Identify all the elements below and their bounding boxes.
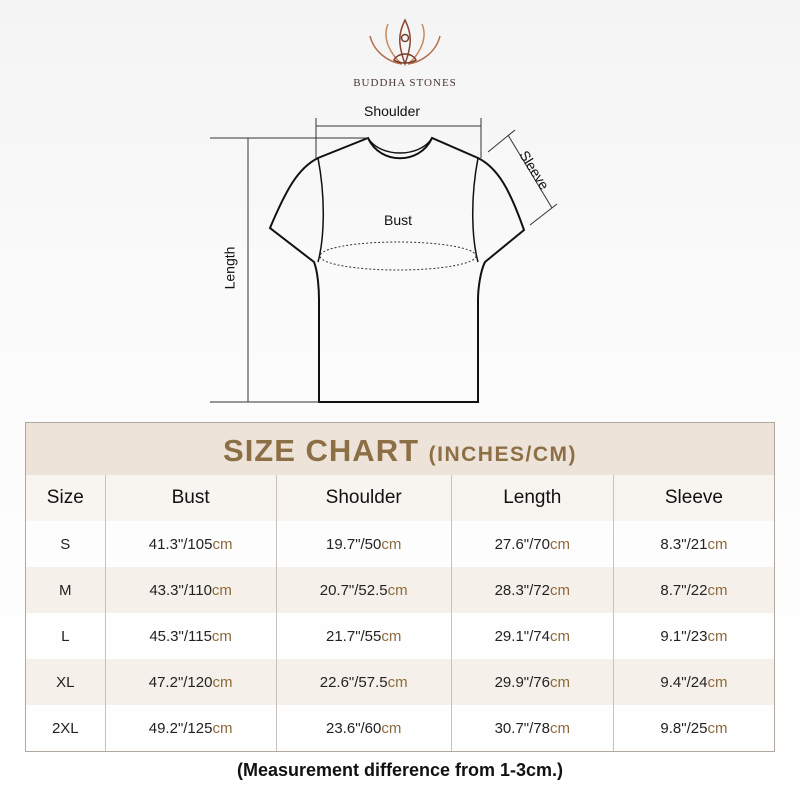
cell-sleeve: 8.7"/22 cm [614, 567, 774, 613]
cell-shoulder: 22.6"/57.5 cm [277, 659, 452, 705]
unit-cm: cm [707, 535, 728, 553]
value-inches: 19.7"/50 [326, 535, 382, 553]
value-inches: 9.4"/24 [660, 673, 708, 691]
cell-shoulder: 23.6"/60 cm [277, 705, 452, 751]
lotus-meditation-icon [369, 18, 441, 67]
value-inches: 23.6"/60 [326, 719, 382, 737]
cell-length: 30.7"/78 cm [452, 705, 614, 751]
unit-cm: cm [212, 535, 233, 553]
value-inches: 29.1"/74 [494, 627, 550, 645]
header-shoulder: Shoulder [277, 475, 452, 521]
table-row: 2XL 49.2"/125 cm 23.6"/60 cm 30.7"/78 cm 9.8"/2… [26, 705, 774, 751]
cell-size: 2XL [26, 705, 106, 751]
unit-cm: cm [381, 535, 402, 553]
measurement-note: (Measurement difference from 1-3cm.) [236, 760, 564, 780]
value-inches: 28.3"/72 [494, 581, 550, 599]
header-row: Size Bust Shoulder Length Sleeve [26, 475, 774, 521]
cell-bust: 49.2"/125 cm [106, 705, 277, 751]
cell-shoulder: 20.7"/52.5 cm [277, 567, 452, 613]
cell-sleeve: 9.8"/25 cm [614, 705, 774, 751]
unit-cm: cm [549, 627, 570, 645]
cell-length: 29.1"/74 cm [452, 613, 614, 659]
tshirt-outline [268, 136, 526, 403]
value-inches: 27.6"/70 [494, 535, 550, 553]
brand-logo: BUDDHA STONES [340, 14, 470, 89]
value-inches: 43.3"/110 [149, 581, 212, 599]
value-inches: 8.7"/22 [660, 581, 708, 599]
table-row: L 45.3"/115 cm 21.7"/55 cm 29.1"/74 cm 9.1"/23 c… [26, 613, 774, 659]
unit-cm: cm [549, 581, 570, 599]
cell-size: XL [26, 659, 106, 705]
unit-cm: cm [212, 719, 233, 737]
cell-length: 28.3"/72 cm [452, 567, 614, 613]
cell-bust: 41.3"/105 cm [106, 521, 277, 567]
cell-shoulder: 21.7"/55 cm [277, 613, 452, 659]
title-unit: (INCHES/CM) [428, 443, 577, 466]
value-inches: 41.3"/105 [148, 535, 213, 553]
shoulder-label: Shoulder [364, 103, 421, 119]
cell-size: M [26, 567, 106, 613]
title-text: SIZE CHART [223, 433, 420, 468]
cell-sleeve: 8.3"/21 cm [614, 521, 774, 567]
brand-name: BUDDHA STONES [353, 77, 457, 89]
unit-cm: cm [707, 673, 728, 691]
unit-cm: cm [381, 719, 402, 737]
unit-cm: cm [211, 627, 232, 645]
header-length: Length [452, 475, 614, 521]
table-row: M 43.3"/110 cm 20.7"/52.5 cm 28.3"/72 cm 8.7"/2… [26, 567, 774, 613]
tshirt-diagram [210, 118, 558, 403]
value-inches: 29.9"/76 [494, 673, 550, 691]
unit-cm: cm [387, 581, 408, 599]
size-chart-table: SIZE CHART (INCHES/CM) Size Bust Shoulde… [25, 422, 775, 752]
cell-size: L [26, 613, 106, 659]
value-inches: 49.2"/125 [148, 719, 213, 737]
unit-cm: cm [707, 627, 728, 645]
value-inches: 21.7"/55 [326, 627, 382, 645]
length-label: Length [221, 246, 238, 290]
value-inches: 30.7"/78 [494, 719, 550, 737]
cell-sleeve: 9.4"/24 cm [614, 659, 774, 705]
unit-cm: cm [549, 673, 570, 691]
header-bust: Bust [106, 475, 277, 521]
unit-cm: cm [549, 719, 570, 737]
unit-cm: cm [707, 581, 728, 599]
cell-length: 27.6"/70 cm [452, 521, 614, 567]
bust-label: Bust [384, 212, 413, 228]
cell-bust: 45.3"/115 cm [106, 613, 277, 659]
unit-cm: cm [387, 673, 408, 691]
cell-sleeve: 9.1"/23 cm [614, 613, 774, 659]
value-inches: 8.3"/21 [660, 535, 708, 553]
size-chart-title: SIZE CHART (INCHES/CM) [26, 423, 774, 475]
unit-cm: cm [212, 673, 233, 691]
cell-length: 29.9"/76 cm [452, 659, 614, 705]
unit-cm: cm [707, 719, 728, 737]
cell-size: S [26, 521, 106, 567]
unit-cm: cm [549, 535, 570, 553]
unit-cm: cm [211, 581, 232, 599]
header-size: Size [26, 475, 106, 521]
value-inches: 20.7"/52.5 [319, 581, 388, 599]
value-inches: 9.1"/23 [660, 627, 708, 645]
value-inches: 47.2"/120 [148, 673, 213, 691]
table-row: S 41.3"/105 cm 19.7"/50 cm 27.6"/70 cm 8.3"/21 c… [26, 521, 774, 567]
value-inches: 9.8"/25 [660, 719, 708, 737]
value-inches: 22.6"/57.5 [319, 673, 388, 691]
header-sleeve: Sleeve [664, 487, 723, 508]
value-inches: 45.3"/115 [149, 627, 212, 645]
unit-cm: cm [381, 627, 402, 645]
bust-line [319, 241, 477, 271]
cell-bust: 43.3"/110 cm [106, 567, 277, 613]
table-row: XL 47.2"/120 cm 22.6"/57.5 cm 29.9"/76 cm 9.4"/… [26, 659, 774, 705]
cell-shoulder: 19.7"/50 cm [277, 521, 452, 567]
cell-bust: 47.2"/120 cm [106, 659, 277, 705]
